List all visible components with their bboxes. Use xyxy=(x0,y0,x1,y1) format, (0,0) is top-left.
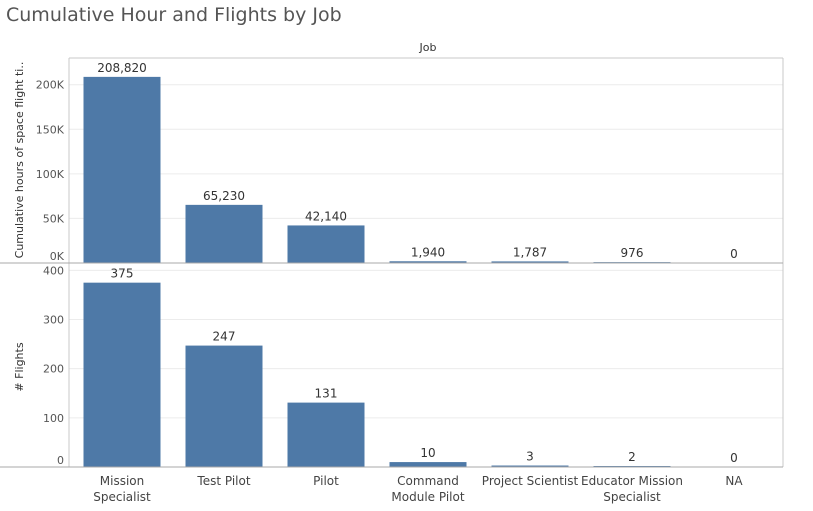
data-label: 208,820 xyxy=(97,61,147,75)
x-tick-label: NA xyxy=(725,474,743,488)
bar-flights-4 xyxy=(491,465,569,467)
data-label: 10 xyxy=(420,446,435,460)
bar-flights-0 xyxy=(83,282,161,467)
x-tick-label: Pilot xyxy=(313,474,339,488)
x-tick-label: Project Scientist xyxy=(482,474,579,488)
bar-flights-2 xyxy=(287,402,365,467)
y-tick-label: 100 xyxy=(43,412,64,425)
data-label: 2 xyxy=(628,450,636,464)
bar-hours-2 xyxy=(287,225,365,263)
data-label: 131 xyxy=(315,387,338,401)
y-tick-label: 200 xyxy=(43,363,64,376)
bar-hours-0 xyxy=(83,76,161,263)
x-tick-label: Command xyxy=(397,474,459,488)
y-tick-label: 150K xyxy=(36,123,65,136)
x-tick-label: Module Pilot xyxy=(391,490,464,504)
data-label: 1,787 xyxy=(513,245,547,259)
bar-hours-4 xyxy=(491,261,569,263)
data-label: 42,140 xyxy=(305,209,347,223)
data-label: 3 xyxy=(526,450,534,464)
data-label: 375 xyxy=(111,267,134,281)
x-tick-label: Educator Mission xyxy=(581,474,683,488)
x-tick-label: Test Pilot xyxy=(196,474,250,488)
data-label: 247 xyxy=(213,330,236,344)
data-label: 976 xyxy=(621,246,644,260)
data-label: 0 xyxy=(730,247,738,261)
x-tick-label: Specialist xyxy=(93,490,151,504)
y-tick-label: 200K xyxy=(36,79,65,92)
data-label: 0 xyxy=(730,451,738,465)
y-tick-label: 0K xyxy=(50,250,65,263)
y-tick-label: 100K xyxy=(36,168,65,181)
bar-flights-3 xyxy=(389,462,467,467)
y-tick-label: 400 xyxy=(43,264,64,277)
y-tick-label: 0 xyxy=(57,454,64,467)
y-axis-title: Cumulative hours of space flight ti.. xyxy=(13,62,26,259)
x-tick-label: Specialist xyxy=(603,490,661,504)
data-label: 65,230 xyxy=(203,189,245,203)
bar-flights-1 xyxy=(185,345,263,467)
y-axis-title: # Flights xyxy=(13,342,26,391)
facet-header: Job xyxy=(419,41,437,54)
data-label: 1,940 xyxy=(411,245,445,259)
bar-hours-3 xyxy=(389,261,467,263)
bar-hours-1 xyxy=(185,204,263,263)
y-tick-label: 50K xyxy=(43,212,65,225)
x-tick-label: Mission xyxy=(100,474,144,488)
chart-title: Cumulative Hour and Flights by Job xyxy=(6,4,342,26)
y-tick-label: 300 xyxy=(43,314,64,327)
